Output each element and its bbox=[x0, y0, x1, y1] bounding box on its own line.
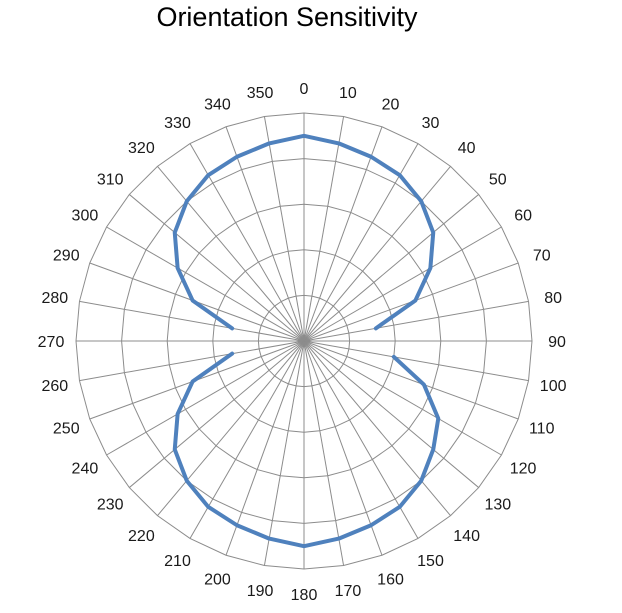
angle-tick-label: 340 bbox=[204, 96, 231, 113]
grid-spoke bbox=[303, 340, 479, 488]
angle-tick-label: 300 bbox=[72, 208, 99, 225]
angle-tick-label: 320 bbox=[128, 140, 155, 157]
angle-tick-label: 180 bbox=[291, 587, 318, 604]
grid-spoke bbox=[263, 116, 305, 342]
angle-tick-label: 210 bbox=[164, 553, 191, 570]
grid-spoke bbox=[106, 340, 305, 456]
grid-spoke bbox=[129, 194, 305, 342]
angle-tick-label: 290 bbox=[53, 247, 80, 264]
angle-tick-label: 30 bbox=[422, 115, 440, 132]
angle-tick-label: 60 bbox=[514, 208, 532, 225]
series-layer bbox=[172, 133, 441, 549]
grid-spoke bbox=[303, 300, 529, 342]
angle-tick-label: 120 bbox=[510, 461, 537, 478]
grid-spoke bbox=[157, 340, 305, 516]
angle-tick-label: 270 bbox=[38, 334, 65, 351]
grid-spoke bbox=[303, 194, 479, 342]
grid-spoke bbox=[303, 340, 502, 456]
angle-tick-label: 160 bbox=[377, 572, 404, 589]
grid-spoke bbox=[303, 126, 383, 342]
angle-tick-label: 110 bbox=[529, 421, 555, 438]
angle-tick-label: 10 bbox=[339, 85, 357, 102]
angle-tick-label: 220 bbox=[128, 528, 155, 545]
angle-tick-label: 260 bbox=[41, 378, 68, 395]
grid-spoke bbox=[303, 166, 451, 342]
angle-tick-label: 0 bbox=[300, 81, 309, 98]
grid-spoke bbox=[157, 166, 305, 342]
angle-tick-label: 280 bbox=[41, 290, 68, 307]
angle-tick-label: 310 bbox=[97, 171, 124, 188]
angle-tick-label: 190 bbox=[247, 583, 274, 600]
polar-grid bbox=[75, 112, 533, 570]
angle-tick-label: 100 bbox=[540, 378, 567, 395]
series-line bbox=[172, 351, 441, 549]
angle-tick-label: 70 bbox=[533, 247, 551, 264]
angle-tick-label: 80 bbox=[544, 290, 562, 307]
angle-tick-label: 230 bbox=[97, 497, 124, 514]
grid-spoke bbox=[225, 126, 305, 342]
angle-tick-label: 240 bbox=[72, 461, 99, 478]
grid-spoke bbox=[79, 340, 305, 382]
angle-tick-label: 170 bbox=[335, 583, 362, 600]
grid-spoke bbox=[303, 340, 383, 556]
chart-title: Orientation Sensitivity bbox=[156, 2, 418, 32]
grid-spoke bbox=[303, 340, 345, 566]
grid-spoke bbox=[225, 340, 305, 556]
angle-tick-label: 350 bbox=[247, 85, 274, 102]
grid-spoke bbox=[303, 340, 519, 420]
angle-tick-label: 40 bbox=[458, 140, 476, 157]
grid-spoke bbox=[303, 116, 345, 342]
angle-tick-label: 330 bbox=[164, 115, 191, 132]
angle-tick-label: 90 bbox=[548, 334, 566, 351]
angle-tick-label: 140 bbox=[453, 528, 480, 545]
grid-spoke bbox=[303, 226, 502, 342]
grid-spoke bbox=[263, 340, 305, 566]
angle-tick-label: 20 bbox=[382, 96, 400, 113]
grid-spoke bbox=[106, 226, 305, 342]
grid-spoke bbox=[129, 340, 305, 488]
grid-spoke bbox=[79, 300, 305, 342]
angle-tick-label: 130 bbox=[484, 497, 511, 514]
angle-tick-label: 250 bbox=[53, 421, 80, 438]
series-line bbox=[172, 133, 436, 331]
angle-tick-label: 200 bbox=[204, 572, 231, 589]
angle-tick-label: 50 bbox=[489, 171, 507, 188]
grid-spoke bbox=[303, 340, 451, 516]
angle-tick-label: 150 bbox=[417, 553, 444, 570]
grid-spoke bbox=[303, 340, 529, 382]
